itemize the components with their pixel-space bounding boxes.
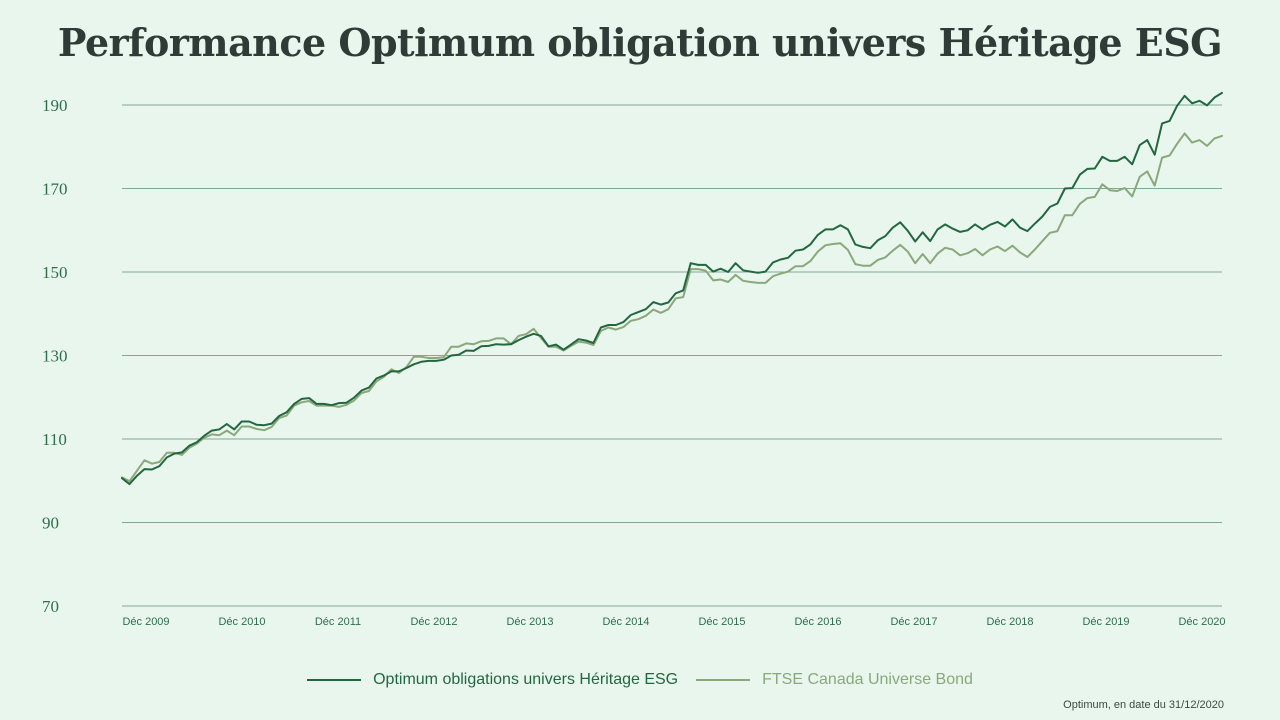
x-tick-label: Déc 2015 bbox=[698, 616, 745, 628]
series-lines bbox=[121, 91, 1223, 486]
y-axis-ticks: 70 90 110 130 150 170 190 bbox=[42, 96, 68, 616]
x-tick-label: Déc 2010 bbox=[218, 616, 265, 628]
legend-swatch-ftse bbox=[696, 679, 751, 681]
x-tick-label: Déc 2012 bbox=[410, 616, 457, 628]
series-line-ftse bbox=[121, 132, 1223, 483]
y-tick-label-130: 130 bbox=[42, 347, 68, 366]
legend-item-ftse: FTSE Canada Universe Bond bbox=[696, 671, 973, 689]
legend: Optimum obligations univers Héritage ESG… bbox=[0, 671, 1280, 689]
y-tick-label-150: 150 bbox=[42, 263, 68, 282]
y-tick-label-90: 90 bbox=[42, 514, 59, 533]
x-tick-label: Déc 2014 bbox=[602, 616, 649, 628]
x-axis-ticks: Déc 2009 Déc 2010 Déc 2011 Déc 2012 Déc 2013… bbox=[122, 616, 1225, 628]
x-tick-label: Déc 2020 bbox=[1178, 616, 1225, 628]
legend-item-optimum: Optimum obligations univers Héritage ESG bbox=[307, 671, 678, 689]
y-tick-label-170: 170 bbox=[42, 180, 68, 199]
chart-title: Performance Optimum obligation univers H… bbox=[57, 20, 1223, 65]
x-tick-label: Déc 2016 bbox=[794, 616, 841, 628]
legend-swatch-optimum bbox=[307, 679, 362, 681]
y-tick-label-70: 70 bbox=[42, 597, 59, 616]
x-tick-label: Déc 2017 bbox=[890, 616, 937, 628]
grid-lines bbox=[122, 104, 1222, 607]
x-tick-label: Déc 2018 bbox=[986, 616, 1033, 628]
series-line-optimum bbox=[121, 91, 1223, 486]
x-tick-label: Déc 2019 bbox=[1082, 616, 1129, 628]
legend-label-ftse: FTSE Canada Universe Bond bbox=[762, 671, 973, 688]
footnote: Optimum, en date du 31/12/2020 bbox=[1063, 699, 1224, 711]
legend-label-optimum: Optimum obligations univers Héritage ESG bbox=[373, 671, 679, 688]
x-tick-label: Déc 2009 bbox=[122, 616, 169, 628]
y-tick-label-190: 190 bbox=[42, 96, 68, 115]
x-tick-label: Déc 2013 bbox=[506, 616, 553, 628]
x-tick-label: Déc 2011 bbox=[315, 616, 361, 628]
y-tick-label-110: 110 bbox=[42, 430, 67, 449]
